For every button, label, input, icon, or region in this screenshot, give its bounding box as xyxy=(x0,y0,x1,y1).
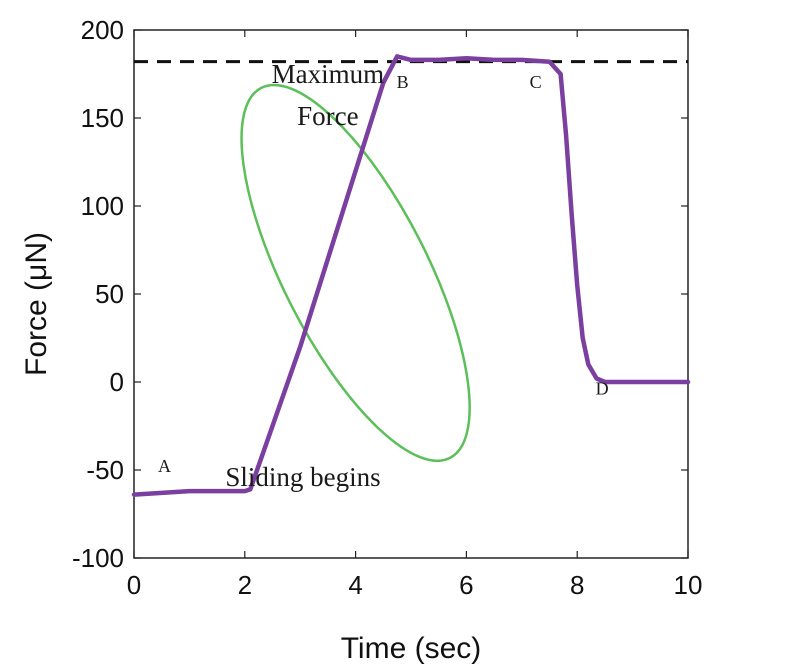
force-series-line xyxy=(131,54,691,497)
y-tick-label: 50 xyxy=(95,279,124,309)
highlight-ellipse-layer xyxy=(240,83,471,463)
axes xyxy=(133,29,689,559)
annotation-label: Maximum xyxy=(272,59,385,89)
y-tick-label: 0 xyxy=(110,367,124,397)
plot-frame xyxy=(133,29,689,559)
x-tick-label: 6 xyxy=(459,570,473,600)
y-tick-label: 100 xyxy=(81,191,124,221)
x-tick-label: 4 xyxy=(348,570,362,600)
annotation-label: Force xyxy=(297,101,358,131)
y-tick-label: -50 xyxy=(86,455,124,485)
y-axis-title: Force (μN) xyxy=(20,232,53,376)
annotations-layer: Maximum Force A B C D Sliding begins xyxy=(158,59,609,492)
annotation-label: Sliding begins xyxy=(225,462,380,492)
series-layer xyxy=(131,54,691,497)
tick-labels: 0 2 4 6 8 10 -100 -50 0 50 100 150 200 xyxy=(72,15,703,600)
y-tick-label: -100 xyxy=(72,543,124,573)
x-tick-label: 8 xyxy=(570,570,584,600)
annotation-label: B xyxy=(397,72,409,92)
annotation-label: C xyxy=(530,72,542,92)
tick-marks xyxy=(133,29,689,559)
y-tick-label: 150 xyxy=(81,103,124,133)
sliding-region-ellipse xyxy=(240,83,471,463)
annotation-label: D xyxy=(596,378,609,398)
x-tick-label: 0 xyxy=(127,570,141,600)
x-tick-label: 10 xyxy=(674,570,703,600)
y-tick-label: 200 xyxy=(81,15,124,45)
annotation-label: A xyxy=(158,456,171,476)
x-tick-label: 2 xyxy=(238,570,252,600)
x-axis-title: Time (sec) xyxy=(341,632,482,665)
